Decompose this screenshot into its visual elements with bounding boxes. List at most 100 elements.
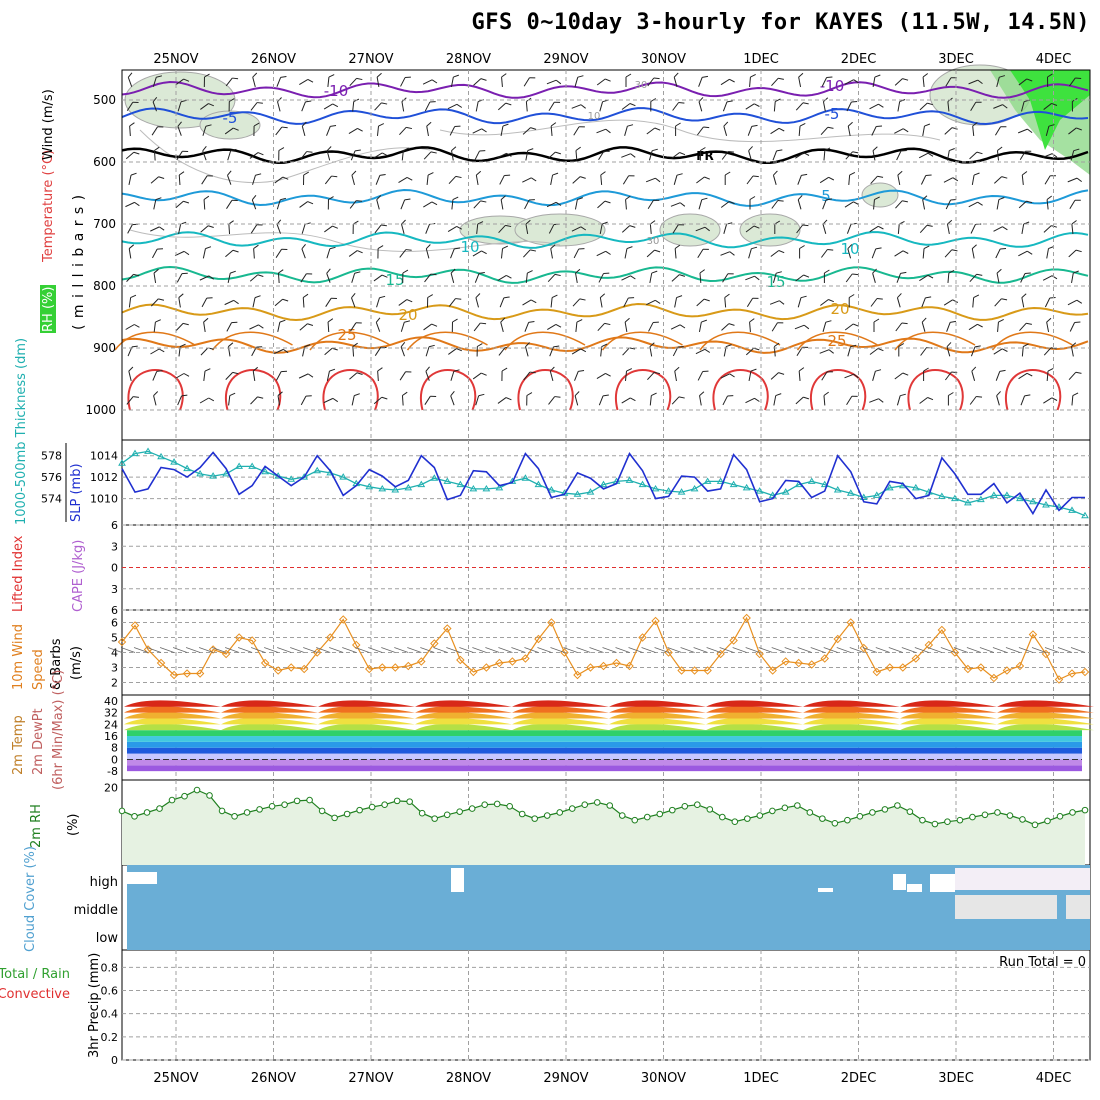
barb-staff — [1069, 77, 1076, 87]
wind-speed-point — [846, 618, 855, 627]
wind-speed-point — [677, 666, 686, 675]
wind-barb — [647, 77, 660, 87]
barb-flag — [875, 247, 882, 250]
rh2m-point — [844, 816, 851, 824]
wind-barb — [450, 390, 455, 406]
wind-speed-point — [391, 663, 400, 672]
barb-staff — [225, 77, 233, 87]
barb-flag — [1075, 249, 1082, 253]
rh2m-point — [493, 800, 501, 808]
wind-barb — [325, 297, 337, 307]
barb-staff — [597, 323, 605, 331]
wind-barb — [251, 194, 257, 210]
barb-flag — [354, 393, 360, 397]
barb-flag — [525, 342, 530, 348]
wind-barb — [896, 393, 906, 406]
wind-barb-10m — [927, 647, 942, 653]
wind-barb — [894, 78, 909, 86]
barb-staff — [252, 297, 256, 308]
wind-barb — [723, 222, 733, 234]
wind-barb-10m — [159, 647, 175, 653]
barb-staff — [472, 250, 482, 257]
wind-barb — [724, 293, 730, 308]
barb-flag — [206, 297, 213, 299]
wind-barb — [253, 244, 259, 259]
barb-staff — [748, 150, 752, 161]
barb-staff — [448, 298, 456, 307]
rh2m-point — [618, 812, 626, 819]
rh2m-point — [969, 813, 976, 821]
temp-diurnal-band — [997, 723, 1094, 731]
rh2m-point — [606, 802, 614, 809]
barb-staff — [1019, 322, 1027, 332]
thickness-point — [1029, 497, 1037, 505]
wind-barb — [549, 366, 555, 381]
wind-barb — [351, 271, 361, 283]
barb-flag — [975, 101, 982, 103]
wind-barb — [153, 391, 159, 406]
wind-barb — [723, 344, 732, 357]
barb-staff — [946, 322, 951, 332]
rh2m-point — [518, 810, 526, 818]
precip-tick-label: 0.8 — [101, 961, 119, 974]
barb-flag — [750, 368, 757, 372]
rh-contour-label: 30 — [635, 80, 648, 91]
wind-barb — [599, 99, 609, 112]
barb-staff — [574, 371, 579, 381]
barb-flag — [205, 124, 212, 127]
barb-flag — [902, 128, 909, 133]
wind-barb — [400, 320, 411, 332]
barb-flag — [629, 103, 636, 107]
barb-staff — [175, 78, 184, 86]
barb-staff — [323, 103, 333, 110]
barb-staff — [299, 78, 309, 86]
barb-flag — [626, 368, 633, 372]
barb-staff — [771, 322, 778, 332]
wind-barb — [374, 346, 387, 356]
pressure-tick-label: 900 — [93, 341, 116, 355]
barb-staff — [499, 175, 505, 185]
barb-staff — [943, 299, 953, 306]
barb-staff — [548, 396, 556, 405]
rh2m-point — [481, 801, 488, 809]
barb-staff — [698, 321, 702, 333]
wind-barb — [947, 270, 955, 284]
wind-barb — [946, 342, 952, 357]
barb-flag — [580, 348, 587, 353]
barb-flag — [974, 345, 981, 348]
barb-staff — [499, 297, 505, 308]
wind-barb — [199, 397, 215, 404]
wind-barb — [872, 146, 878, 161]
barb-flag — [675, 122, 681, 127]
temp-diurnal-band — [706, 700, 803, 707]
wind-barb — [546, 79, 562, 85]
wind-barb — [575, 146, 581, 161]
barb-staff — [177, 101, 182, 112]
wind-barb-10m — [198, 647, 214, 653]
rh-color-key — [40, 285, 56, 333]
wind-speed-point — [1028, 630, 1038, 639]
barb-staff — [844, 79, 854, 85]
barb-staff — [352, 101, 355, 112]
wind-barb — [377, 245, 384, 259]
wind-tick-label: 4 — [111, 647, 118, 660]
barb-flag — [328, 196, 334, 200]
barb-staff — [277, 272, 280, 284]
cloud-middle-gap — [1066, 895, 1090, 919]
barb-staff — [795, 102, 804, 111]
barb-staff — [203, 321, 206, 333]
barb-flag — [428, 344, 435, 348]
thickness-point — [1068, 506, 1076, 513]
wind-barb — [474, 150, 486, 161]
convective-label: Convective — [0, 987, 70, 1002]
barb-staff — [796, 224, 804, 234]
wind-barb — [798, 72, 804, 88]
thickness-point — [378, 484, 387, 492]
barb-staff — [548, 224, 555, 234]
barb-staff — [176, 273, 183, 283]
barb-flag — [526, 392, 533, 396]
barb-staff — [473, 322, 481, 332]
thickness-line — [121, 450, 1086, 517]
barb-flag — [158, 298, 165, 301]
wind-barb-10m — [654, 647, 669, 653]
